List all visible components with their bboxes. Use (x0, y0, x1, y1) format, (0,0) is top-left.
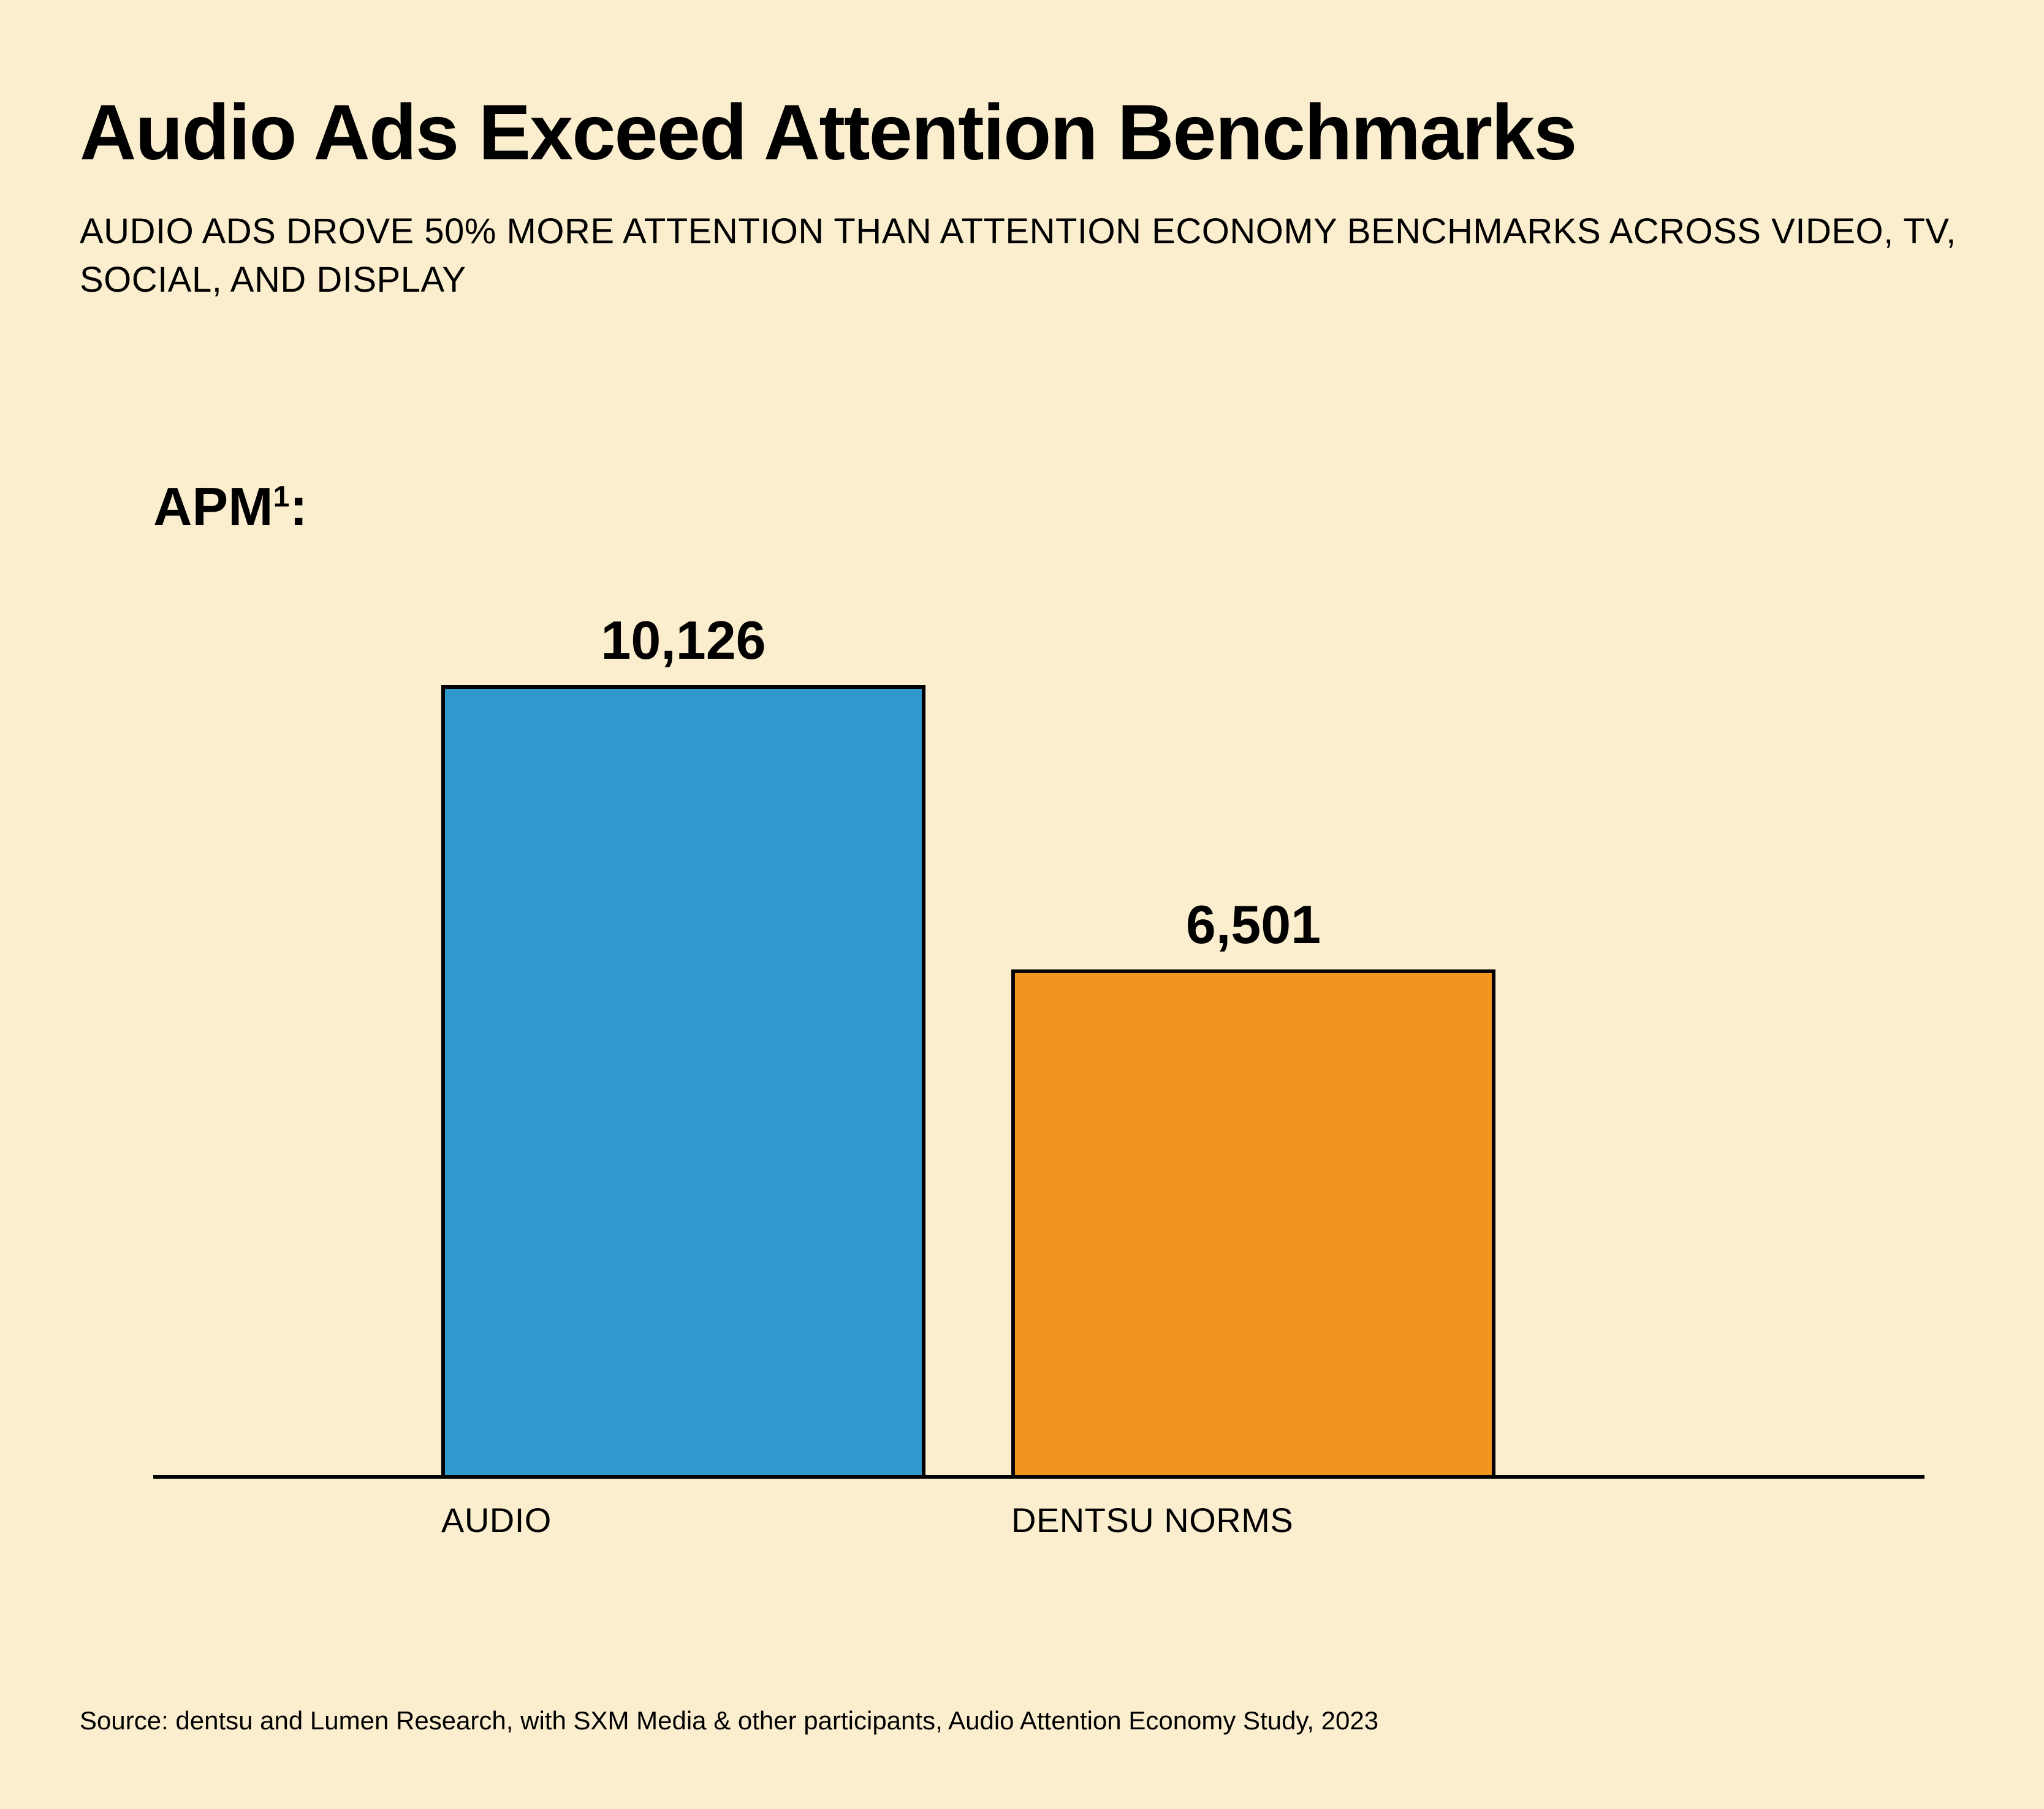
chart-baseline (153, 1475, 1924, 1479)
x-axis-label: DENTSU NORMS (1011, 1500, 1293, 1540)
bar-value-label: 6,501 (1011, 893, 1495, 956)
bar (441, 685, 925, 1479)
bar-group: 6,501 (1011, 969, 1495, 1479)
apm-text: APM (153, 476, 273, 537)
bar-group: 10,126 (441, 685, 925, 1479)
bar-value-label: 10,126 (441, 609, 925, 672)
source-footnote: Source: dentsu and Lumen Research, with … (80, 1706, 1378, 1735)
chart-title: Audio Ads Exceed Attention Benchmarks (80, 92, 1964, 174)
chart-container: Audio Ads Exceed Attention Benchmarks AU… (0, 0, 2044, 1809)
bars-wrapper: 10,1266,501 (153, 590, 1924, 1479)
apm-colon: : (289, 476, 307, 537)
apm-superscript: 1 (273, 480, 290, 514)
bar (1011, 969, 1495, 1479)
chart-subtitle: AUDIO ADS DROVE 50% MORE ATTENTION THAN … (80, 208, 1964, 304)
x-axis-labels: AUDIO DENTSU NORMS (153, 1500, 1964, 1543)
x-axis-label: AUDIO (441, 1500, 552, 1540)
chart-plot-area: 10,1266,501 (153, 590, 1924, 1479)
apm-label: APM1: (153, 476, 1964, 538)
